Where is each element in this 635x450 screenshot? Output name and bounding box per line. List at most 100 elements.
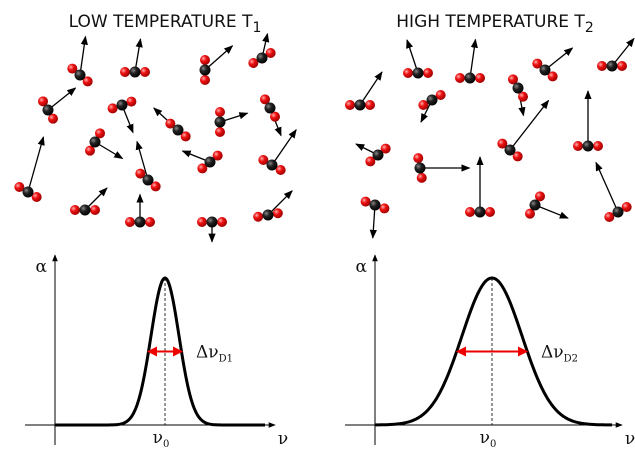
oxygen: [150, 181, 161, 192]
oxygen: [345, 100, 355, 110]
carbon: [262, 209, 274, 221]
carbon: [372, 149, 384, 161]
width-label: ΔνD1: [196, 343, 233, 365]
molecule: [403, 39, 433, 79]
oxygen: [107, 103, 118, 114]
panel-title: LOW TEMPERATURE T1: [69, 12, 262, 36]
y-axis-label: α: [36, 257, 48, 277]
molecule: [465, 156, 495, 218]
oxygen: [380, 143, 391, 154]
carbon: [414, 162, 426, 174]
oxygen: [518, 91, 528, 102]
oxygen: [265, 48, 276, 58]
oxygen: [253, 211, 264, 222]
carbon: [89, 136, 101, 148]
oxygen: [215, 127, 225, 137]
molecule: [67, 35, 93, 87]
molecule: [107, 96, 137, 134]
molecule: [360, 196, 390, 239]
oxygen: [125, 217, 135, 227]
molecule: [597, 37, 635, 72]
carbon: [512, 82, 524, 94]
molecule: [573, 90, 603, 152]
center-symbol: ν: [153, 428, 163, 448]
oxygen: [95, 128, 105, 139]
carbon: [582, 140, 594, 152]
oxygen: [475, 73, 485, 83]
oxygen: [212, 150, 223, 161]
oxygen: [535, 191, 545, 202]
oxygen: [621, 202, 632, 212]
oxygen: [525, 208, 535, 219]
oxygen: [38, 96, 48, 107]
oxygen: [617, 61, 627, 71]
oxygen: [573, 141, 583, 151]
oxygen: [423, 68, 433, 78]
molecule: [260, 94, 282, 137]
oxygen: [485, 207, 495, 217]
molecule: [508, 74, 528, 117]
arrow: [267, 190, 293, 216]
molecule: [38, 87, 77, 124]
oxygen: [604, 212, 615, 222]
oxygen: [215, 107, 225, 117]
width-subscript: D1: [219, 354, 233, 365]
x-axis-label: ν: [625, 429, 635, 449]
oxygen: [435, 90, 446, 100]
oxygen: [532, 58, 543, 69]
carbon: [172, 124, 184, 136]
carbon: [412, 67, 424, 79]
carbon: [539, 64, 551, 76]
oxygen: [126, 96, 137, 107]
carbon: [79, 204, 91, 216]
carbon: [22, 186, 34, 198]
oxygen: [455, 73, 465, 83]
carbon: [354, 99, 366, 111]
center-subscript: 0: [163, 439, 169, 450]
oxygen: [275, 165, 286, 175]
y-axis-label: α: [356, 257, 368, 277]
carbon: [504, 144, 516, 156]
carbon: [256, 52, 268, 64]
width-label: ΔνD2: [541, 343, 578, 365]
oxygen: [365, 100, 375, 110]
carbon: [206, 216, 218, 228]
arrow: [534, 204, 569, 219]
molecule: [595, 161, 632, 222]
molecule: [181, 150, 223, 174]
oxygen: [180, 131, 191, 142]
arrow: [271, 129, 297, 166]
oxygen: [70, 205, 80, 215]
molecule: [532, 47, 574, 82]
carbon: [529, 199, 541, 211]
arrow: [469, 38, 478, 79]
molecule: [214, 107, 249, 137]
oxygen: [413, 153, 424, 164]
carbon: [214, 116, 226, 128]
oxygen: [67, 63, 78, 74]
oxygen: [270, 111, 280, 122]
curve: [55, 276, 265, 427]
oxygen: [90, 205, 100, 215]
molecules: [14, 32, 635, 243]
carbon: [606, 60, 618, 72]
carbon: [369, 199, 381, 211]
carbon: [612, 206, 624, 218]
x-axis-label: ν: [278, 429, 288, 449]
arrow: [611, 37, 635, 67]
oxygen: [597, 61, 607, 71]
arrow: [204, 45, 234, 71]
arrow: [47, 87, 77, 111]
panel-title: HIGH TEMPERATURE T2: [396, 12, 593, 36]
oxygen: [120, 67, 130, 77]
molecule: [525, 191, 569, 219]
molecule: [258, 129, 297, 175]
arrow: [595, 161, 619, 213]
oxygen: [48, 113, 58, 124]
arrow: [79, 35, 88, 76]
oxygen: [200, 75, 210, 85]
oxygen: [31, 192, 42, 202]
oxygen: [217, 217, 227, 227]
oxygen: [379, 203, 390, 214]
center-subscript: 0: [490, 439, 496, 450]
